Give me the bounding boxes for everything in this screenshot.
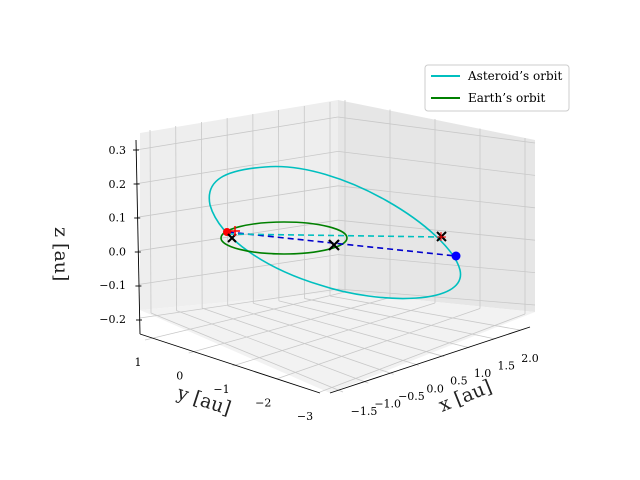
y-gridline-floor [276, 308, 481, 380]
legend-earth-label: Earth’s orbit [468, 91, 545, 105]
back-pane [338, 100, 535, 312]
x-gridline-left-pane [149, 129, 152, 314]
z-gridline-left [139, 254, 339, 285]
x-gridline-left-pane [226, 117, 229, 306]
x-tick-label: 0.5 [450, 375, 468, 388]
left-pane [140, 100, 338, 310]
x-gridline-floor [329, 295, 521, 331]
axes [133, 139, 531, 394]
x-tick-label: −1.5 [351, 405, 378, 418]
z-tick-label: −0.1 [99, 279, 126, 292]
red-star-marker [437, 232, 446, 241]
y-gridline-floor [144, 291, 346, 341]
x-tick-label: 2.0 [521, 352, 539, 365]
z-gridline-back [337, 151, 536, 176]
x-gridline-floor [304, 298, 495, 340]
z-gridline-back [337, 116, 536, 144]
x-tick-label: −0.5 [398, 390, 425, 403]
y-gridline-floor [232, 302, 436, 367]
red-plus-marker [230, 226, 240, 236]
z-tick-labels: −0.2 −0.1 0.0 0.1 0.2 0.3 [99, 144, 126, 326]
y-tick-label: −3 [297, 410, 313, 423]
y-tick-label: −2 [255, 397, 271, 410]
z-gridline-left [139, 288, 339, 319]
z-tick-label: 0.1 [109, 212, 127, 225]
z-tick-label: 0.3 [109, 144, 127, 157]
z-gridline-back [337, 288, 536, 306]
x-gridline-left-pane [175, 125, 177, 311]
x-gridline-floor [278, 300, 470, 349]
z-gridline-back [337, 219, 536, 241]
z-axis-label: z [au] [50, 227, 72, 281]
asteroid-position-marker [451, 251, 461, 261]
blue-dashed-connector [227, 231, 457, 257]
y-tick-label: −1 [213, 383, 229, 396]
x-tick-labels: −1.5−1.0−0.50.0 0.5 1.0 1.5 2.0 [351, 352, 539, 418]
x-gridline-floor [202, 307, 394, 375]
x-gridline-floor [176, 310, 369, 384]
z-tick-label: 0.2 [109, 178, 127, 191]
y-gridline-floor [319, 313, 526, 393]
x-gridline-floor [150, 312, 344, 393]
z-gridline-back [337, 254, 536, 273]
y-axis-line [139, 333, 321, 394]
legend-box [424, 64, 570, 112]
x-axis-line [329, 326, 531, 394]
x-gridline-floor [227, 305, 419, 366]
x-tick-label: 1.0 [474, 367, 492, 380]
z-axis-line [135, 139, 141, 335]
x-gridline-left-pane [201, 121, 203, 309]
y-gridline-floor [188, 297, 391, 354]
gridlines [135, 100, 536, 393]
x-tick-label: 0.0 [426, 382, 444, 395]
earth-orbit-line [220, 221, 348, 255]
x-tick-label: 1.5 [498, 360, 516, 373]
asteroid-orbit-line [208, 165, 462, 300]
z-tick-label: 0.0 [109, 245, 127, 258]
cyan-dashed-connector [227, 233, 442, 238]
y-tick-label: 1 [135, 356, 142, 369]
y-tick-labels: 1 0 −1 −2 −3 [135, 356, 314, 423]
y-tick-label: 0 [176, 370, 183, 383]
x-tick-label: −1.0 [374, 397, 401, 410]
sun-cross-marker [328, 239, 340, 251]
z-tick-label: −0.2 [99, 313, 126, 326]
z-gridline-back [337, 185, 536, 209]
legend: Asteroid’s orbit Earth’s orbit [424, 64, 570, 112]
legend-asteroid-label: Asteroid’s orbit [467, 69, 562, 83]
